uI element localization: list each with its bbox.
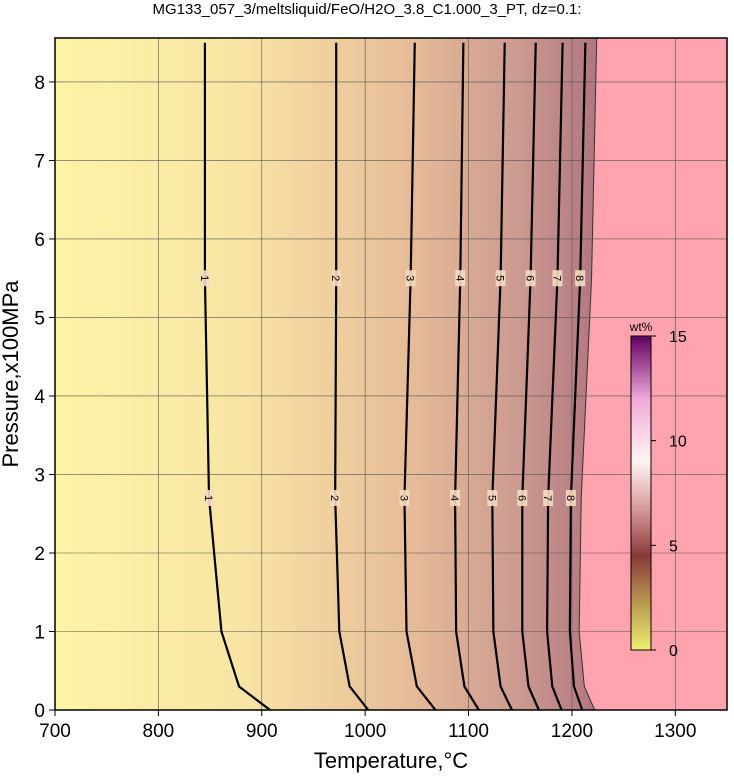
y-tick-label: 8 xyxy=(34,73,45,94)
label-bg xyxy=(405,270,416,287)
y-tick-label: 2 xyxy=(34,544,45,565)
contour-label: 1 xyxy=(202,495,214,501)
contour-label: 4 xyxy=(453,275,465,281)
x-tick-label: 700 xyxy=(39,721,71,742)
plot-frame xyxy=(54,37,728,711)
colorbar-tick-label: 0 xyxy=(669,643,678,660)
saturated-region xyxy=(579,38,727,710)
contour-line xyxy=(334,42,370,711)
contour-line xyxy=(453,42,480,711)
label-bg xyxy=(399,490,410,507)
label-bg xyxy=(565,490,576,507)
y-tick-label: 7 xyxy=(34,151,45,172)
label-bg xyxy=(455,270,466,287)
colorbar-label: wt% xyxy=(629,320,653,334)
y-tick-label: 4 xyxy=(34,387,45,408)
contour-label: 1 xyxy=(198,275,210,281)
x-tick-label: 1200 xyxy=(551,721,593,742)
contour-label: 6 xyxy=(524,275,536,281)
colorbar xyxy=(630,335,652,651)
contour-label: 7 xyxy=(541,495,553,501)
contour-label: 3 xyxy=(404,275,416,281)
label-bg xyxy=(204,490,215,507)
contour-line xyxy=(546,42,564,711)
label-bg xyxy=(517,490,528,507)
x-tick-label: 900 xyxy=(246,721,278,742)
x-tick-label: 1000 xyxy=(344,721,386,742)
contour-label: 6 xyxy=(515,495,527,501)
saturation-line xyxy=(578,37,598,711)
contour-label: 2 xyxy=(328,495,340,501)
label-bg xyxy=(525,270,536,287)
x-tick-label: 800 xyxy=(143,721,175,742)
chart-title: MG133_057_3/meltsliquid/FeO/H2O_3.8_C1.0… xyxy=(152,1,581,18)
colorbar-tick-label: 10 xyxy=(669,434,687,451)
contour-label: 2 xyxy=(329,275,341,281)
y-tick-label: 5 xyxy=(34,308,45,329)
x-axis-label: Temperature,°C xyxy=(314,748,468,773)
contour-label: 7 xyxy=(550,275,562,281)
contour-line xyxy=(491,42,513,711)
y-axis-label: Pressure,x100MPa xyxy=(0,280,23,468)
label-bg xyxy=(552,270,563,287)
label-bg xyxy=(331,270,342,287)
contour-label: 3 xyxy=(397,495,409,501)
contour-line xyxy=(203,42,271,711)
colorbar-tick-label: 15 xyxy=(669,329,687,346)
y-tick-label: 6 xyxy=(34,230,45,251)
contour-label: 5 xyxy=(494,275,506,281)
contour-line xyxy=(403,42,437,711)
y-tick-label: 1 xyxy=(34,622,45,643)
contour-label: 8 xyxy=(564,495,576,501)
label-bg xyxy=(543,490,554,507)
label-bg xyxy=(330,490,341,507)
contour-label: 8 xyxy=(573,275,585,281)
colorbar-tick-label: 5 xyxy=(669,538,678,555)
label-bg xyxy=(450,490,461,507)
contour-line xyxy=(521,42,540,711)
label-bg xyxy=(495,270,506,287)
y-tick-label: 3 xyxy=(34,465,45,486)
label-bg xyxy=(487,490,498,507)
x-tick-label: 1100 xyxy=(448,721,489,742)
contour-label: 5 xyxy=(485,495,497,501)
contour-line xyxy=(568,42,587,711)
x-tick-label: 1300 xyxy=(654,721,696,742)
label-bg xyxy=(199,270,210,287)
label-bg xyxy=(575,270,586,287)
y-tick-label: 0 xyxy=(34,701,45,722)
contour-label: 4 xyxy=(448,495,460,501)
